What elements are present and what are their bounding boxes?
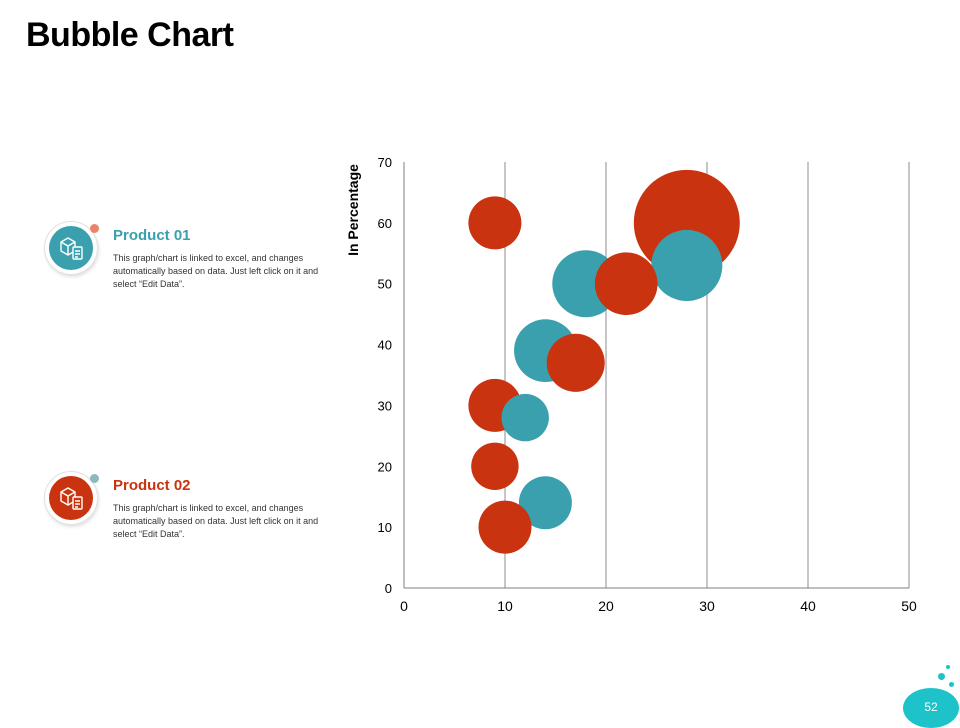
y-tick-label: 60	[378, 216, 392, 231]
product-01-icon-badge	[44, 221, 100, 277]
slide-title: Bubble Chart	[26, 16, 234, 54]
product-01-description: This graph/chart is linked to excel, and…	[113, 253, 319, 289]
bubble-point	[594, 252, 658, 316]
y-tick-label: 20	[378, 459, 392, 474]
x-tick-label: 30	[699, 598, 715, 614]
legend-product-01: Product 01 This graph/chart is linked to…	[40, 221, 340, 291]
page-number: 52	[924, 700, 938, 714]
x-tick-label: 10	[497, 598, 513, 614]
bubble-point	[468, 196, 522, 250]
bubble-point	[478, 500, 532, 554]
x-tick-label: 40	[800, 598, 816, 614]
bubble-point	[471, 442, 519, 490]
x-tick-label: 20	[598, 598, 614, 614]
x-tick-label: 0	[400, 598, 408, 614]
package-clipboard-icon	[60, 487, 83, 510]
decor-dot	[949, 682, 954, 687]
y-axis-label: In Percentage	[345, 164, 361, 256]
product-02-description: This graph/chart is linked to excel, and…	[113, 503, 319, 539]
y-tick-label: 40	[378, 338, 392, 353]
bubble-point	[518, 476, 572, 530]
x-tick-label: 50	[901, 598, 917, 614]
decor-dot	[938, 673, 945, 680]
product-02-title: Product 02	[113, 477, 191, 494]
product-01-title: Product 01	[113, 227, 191, 244]
legend-product-02: Product 02 This graph/chart is linked to…	[40, 471, 340, 541]
bubble-point	[501, 393, 549, 442]
bubble-point	[651, 229, 723, 302]
product-02-icon-badge	[44, 471, 100, 527]
y-tick-label: 10	[378, 520, 392, 535]
decor-dot	[946, 665, 950, 669]
y-tick-label: 0	[385, 581, 392, 596]
bubble-point	[546, 333, 605, 392]
y-tick-label: 50	[378, 277, 392, 292]
package-clipboard-icon	[60, 237, 83, 260]
y-tick-label: 70	[378, 155, 392, 170]
y-tick-label: 30	[378, 398, 392, 413]
